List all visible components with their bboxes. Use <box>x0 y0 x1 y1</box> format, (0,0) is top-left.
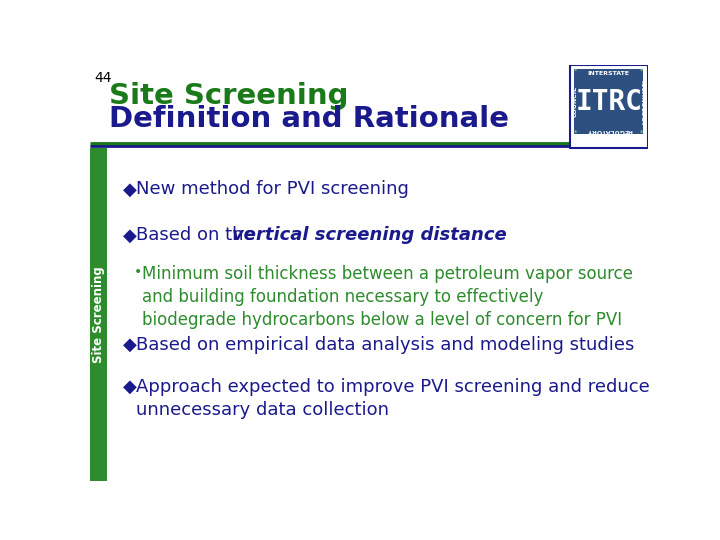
Text: Minimum soil thickness between a petroleum vapor source
and building foundation : Minimum soil thickness between a petrole… <box>142 265 633 329</box>
Text: TECHNOLOGY: TECHNOLOGY <box>640 78 645 125</box>
Bar <box>575 70 644 134</box>
Text: ITRC: ITRC <box>575 88 642 116</box>
Text: ◆: ◆ <box>122 336 136 354</box>
Text: vertical screening distance: vertical screening distance <box>232 226 507 245</box>
Bar <box>90 148 107 481</box>
Bar <box>570 65 648 148</box>
Text: *: * <box>640 130 644 136</box>
Text: 44: 44 <box>94 71 112 85</box>
Text: •: • <box>134 265 143 279</box>
Text: Based on the: Based on the <box>136 226 260 245</box>
Text: Site Screening: Site Screening <box>109 82 349 110</box>
Text: Site Screening: Site Screening <box>92 266 105 363</box>
Text: *: * <box>575 130 577 136</box>
Text: Based on empirical data analysis and modeling studies: Based on empirical data analysis and mod… <box>136 336 634 354</box>
Bar <box>90 148 648 481</box>
Bar <box>90 65 648 148</box>
Text: INTERSTATE: INTERSTATE <box>588 71 630 76</box>
Bar <box>570 65 648 148</box>
Text: New method for PVI screening: New method for PVI screening <box>136 180 409 198</box>
Text: REGULATORY: REGULATORY <box>586 127 632 132</box>
Text: Based on the: Based on the <box>136 226 260 245</box>
Text: COUNCIL: COUNCIL <box>572 86 577 117</box>
Text: ◆: ◆ <box>122 226 136 245</box>
Text: ◆: ◆ <box>122 180 136 198</box>
Text: ◆: ◆ <box>122 378 136 396</box>
Text: *: * <box>640 68 644 74</box>
Text: *: * <box>575 68 577 74</box>
Text: Definition and Rationale: Definition and Rationale <box>109 105 509 133</box>
Text: Approach expected to improve PVI screening and reduce
unnecessary data collectio: Approach expected to improve PVI screeni… <box>136 378 649 419</box>
